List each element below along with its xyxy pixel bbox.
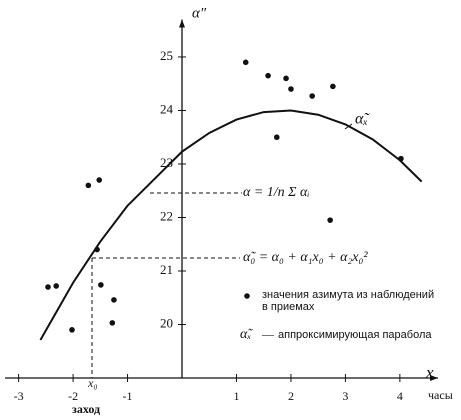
x-tick-label: 1 (233, 389, 239, 403)
x-axis-arrow (430, 375, 438, 381)
x-tick-label: 2 (288, 389, 294, 403)
data-point (53, 283, 59, 289)
y-tick-label: 23 (160, 155, 173, 170)
data-point (283, 75, 289, 82)
x-tick-label: 3 (342, 389, 348, 403)
data-point (327, 217, 333, 223)
x-unit: часы (428, 388, 453, 402)
data-point (96, 177, 103, 183)
x0-formula: α̃₀ = α₀ + α₁x₀ + α₂x₀² (243, 250, 368, 265)
x-tick-label: -3 (14, 389, 24, 403)
data-point (69, 327, 75, 333)
data-point (288, 86, 294, 92)
data-point (98, 282, 104, 288)
y-tick-label: 25 (160, 48, 173, 63)
x-tick-label: 4 (397, 389, 403, 403)
parabola (39, 109, 423, 341)
x-tick-label: -1 (123, 389, 133, 403)
data-point (330, 83, 336, 90)
mean-formula: α = 1/n Σ αᵢ (243, 185, 310, 200)
legend-dash: — (261, 327, 275, 341)
data-point (265, 72, 271, 79)
x0-caption: заход (72, 402, 100, 416)
data-point (242, 59, 249, 66)
y-tick-label: 22 (160, 208, 173, 223)
data-point (85, 182, 92, 189)
y-tick-label: 24 (160, 101, 174, 116)
data-point (111, 297, 117, 303)
data-point (309, 93, 315, 99)
legend-curve-text: аппроксимирующая парабола (278, 329, 432, 341)
data-point (273, 134, 280, 141)
x0-label: x₀ (87, 376, 98, 390)
curve-label: α̃ₓ (355, 111, 370, 128)
curve-label-pointer (344, 123, 353, 130)
legend-points-text: значения азимута из наблюдений в приемах (262, 289, 435, 313)
data-point (45, 284, 51, 290)
x-axis-label: x (425, 363, 434, 382)
y-tick-label: 20 (160, 315, 173, 330)
y-axis-arrow (179, 19, 186, 28)
y-tick-label: 21 (160, 262, 173, 277)
legend-curve-symbol: α̃ₓ (240, 327, 253, 342)
y-axis-label: α″ (192, 5, 207, 21)
x-tick-label: -2 (68, 389, 78, 403)
data-point (109, 320, 116, 326)
legend-marker (244, 293, 250, 299)
